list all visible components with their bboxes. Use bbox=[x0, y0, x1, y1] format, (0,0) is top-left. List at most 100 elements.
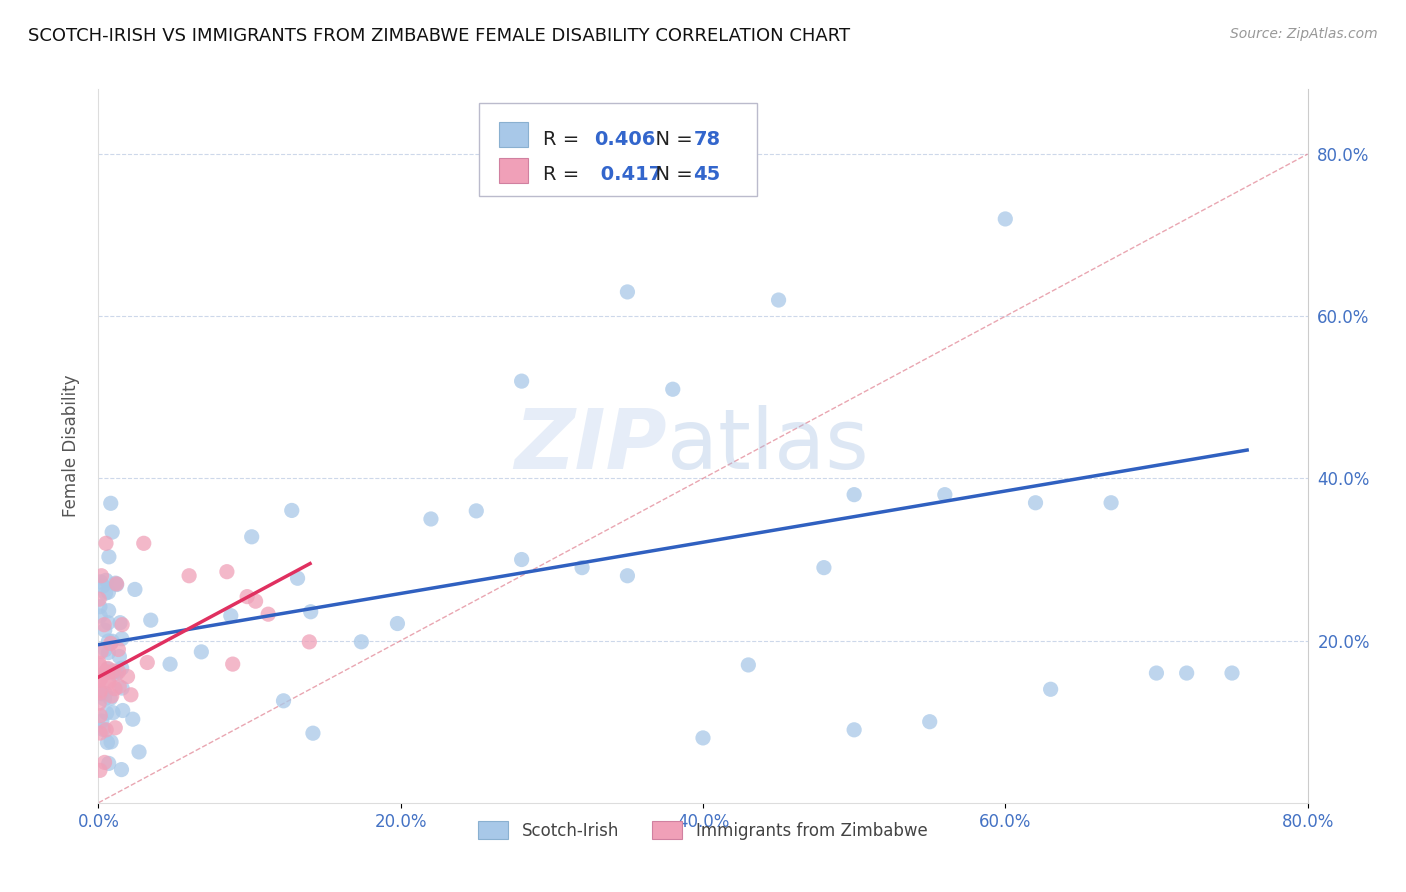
Point bbox=[692, 731, 714, 745]
Point bbox=[108, 680, 131, 694]
Point bbox=[105, 665, 128, 679]
Point bbox=[105, 577, 128, 591]
Point bbox=[89, 658, 111, 673]
Point bbox=[302, 726, 325, 740]
Point bbox=[89, 673, 111, 687]
Point bbox=[107, 642, 129, 657]
Point bbox=[111, 632, 134, 646]
Point bbox=[420, 512, 443, 526]
Point bbox=[101, 706, 124, 720]
Point bbox=[91, 687, 114, 701]
Point bbox=[100, 689, 122, 703]
Point bbox=[89, 686, 111, 700]
Point bbox=[96, 735, 118, 749]
Point bbox=[994, 211, 1017, 226]
Point bbox=[97, 604, 120, 618]
Point bbox=[105, 667, 128, 681]
Point bbox=[93, 692, 115, 706]
Point bbox=[1175, 666, 1198, 681]
Point bbox=[96, 706, 118, 720]
FancyBboxPatch shape bbox=[499, 158, 527, 183]
Point bbox=[97, 661, 120, 675]
Text: 0.406: 0.406 bbox=[595, 129, 655, 149]
Point bbox=[128, 745, 150, 759]
Point bbox=[97, 646, 120, 660]
Point bbox=[93, 756, 115, 770]
Point bbox=[94, 665, 117, 679]
Point bbox=[236, 590, 259, 604]
Point bbox=[103, 664, 125, 678]
Point bbox=[222, 657, 245, 672]
Text: ZIP: ZIP bbox=[515, 406, 666, 486]
Text: atlas: atlas bbox=[666, 406, 869, 486]
Point bbox=[89, 708, 111, 723]
Point bbox=[90, 574, 112, 589]
Point bbox=[94, 536, 117, 550]
Point bbox=[97, 585, 120, 599]
Point bbox=[844, 723, 866, 737]
Point bbox=[108, 649, 131, 664]
Point bbox=[89, 656, 111, 670]
Point bbox=[661, 382, 683, 396]
Text: Source: ZipAtlas.com: Source: ZipAtlas.com bbox=[1230, 27, 1378, 41]
Text: N =: N = bbox=[643, 165, 699, 185]
Point bbox=[100, 735, 122, 749]
Point bbox=[111, 661, 134, 675]
Point bbox=[159, 657, 181, 672]
Point bbox=[90, 714, 112, 728]
Point bbox=[107, 665, 129, 679]
Text: R =: R = bbox=[543, 129, 586, 149]
Point bbox=[100, 636, 122, 650]
Point bbox=[132, 536, 155, 550]
Point bbox=[97, 615, 120, 630]
Point bbox=[257, 607, 280, 622]
Point bbox=[89, 726, 111, 740]
Text: N =: N = bbox=[643, 129, 699, 149]
Point bbox=[190, 645, 212, 659]
Point bbox=[89, 764, 111, 778]
Point bbox=[91, 579, 114, 593]
Point bbox=[616, 568, 638, 582]
Point bbox=[98, 691, 121, 706]
Point bbox=[139, 613, 162, 627]
Point bbox=[299, 605, 322, 619]
Point bbox=[124, 582, 146, 597]
Point bbox=[94, 642, 117, 657]
Point bbox=[1144, 666, 1167, 681]
Point bbox=[387, 616, 409, 631]
Point bbox=[93, 624, 115, 638]
Point bbox=[510, 374, 533, 388]
Point bbox=[94, 574, 117, 588]
Point bbox=[89, 599, 111, 614]
Point bbox=[110, 763, 132, 777]
Point bbox=[121, 712, 143, 726]
Point bbox=[298, 635, 321, 649]
Point bbox=[465, 504, 488, 518]
Point bbox=[100, 496, 122, 510]
Point bbox=[120, 688, 142, 702]
Point bbox=[1039, 682, 1062, 697]
Point bbox=[117, 669, 139, 683]
Point bbox=[97, 665, 120, 680]
Point bbox=[89, 609, 111, 624]
Point bbox=[934, 488, 956, 502]
Point bbox=[571, 560, 593, 574]
Point bbox=[136, 656, 159, 670]
Point bbox=[219, 608, 242, 623]
Point bbox=[90, 568, 112, 582]
Legend: Scotch-Irish, Immigrants from Zimbabwe: Scotch-Irish, Immigrants from Zimbabwe bbox=[470, 814, 936, 848]
Text: 0.417: 0.417 bbox=[595, 165, 662, 185]
Text: SCOTCH-IRISH VS IMMIGRANTS FROM ZIMBABWE FEMALE DISABILITY CORRELATION CHART: SCOTCH-IRISH VS IMMIGRANTS FROM ZIMBABWE… bbox=[28, 27, 851, 45]
Point bbox=[89, 683, 111, 698]
Point bbox=[737, 657, 759, 672]
Point bbox=[97, 662, 120, 676]
Point bbox=[104, 576, 127, 591]
Point bbox=[97, 634, 120, 648]
Point bbox=[510, 552, 533, 566]
Point bbox=[111, 681, 134, 695]
Point bbox=[111, 617, 134, 632]
Point bbox=[350, 635, 373, 649]
Point bbox=[97, 549, 120, 564]
Point bbox=[97, 674, 120, 689]
Point bbox=[1024, 496, 1046, 510]
